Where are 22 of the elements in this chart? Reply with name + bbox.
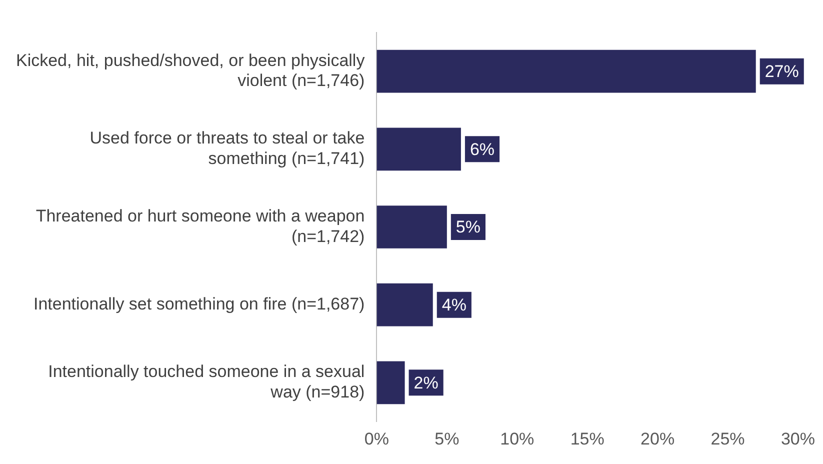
data-label: 5%: [456, 218, 480, 237]
y-tick-label: Used force or threats to steal or take something (n=1,741): [90, 128, 365, 168]
x-tick-label: 15%: [570, 429, 604, 448]
y-tick-label: Threatened or hurt someone with a weapon (n=1,742): [36, 206, 365, 246]
y-tick-label: Kicked, hit, pushed/shoved, or been physically violent (n=1,746): [16, 50, 366, 90]
bar: [376, 50, 756, 93]
x-tick-label: 5%: [434, 429, 460, 448]
data-label: 6%: [470, 140, 495, 159]
data-label: 2%: [414, 373, 438, 392]
x-tick-label: 30%: [780, 429, 816, 448]
y-tick-label: Intentionally set something on fire (n=1,687): [33, 294, 365, 314]
x-tick-label: 25%: [710, 429, 745, 448]
x-tick-label: 0%: [364, 429, 389, 448]
bar: [376, 128, 461, 171]
data-label: 4%: [442, 296, 466, 315]
bar: [376, 283, 433, 326]
data-label: 27%: [764, 62, 799, 82]
y-tick-label: Intentionally touched someone in a sexual way (n=918): [48, 362, 365, 402]
bar: [376, 361, 405, 404]
x-tick-label: 10%: [500, 429, 534, 448]
x-tick-label: 20%: [640, 429, 675, 448]
bar: [376, 206, 447, 248]
